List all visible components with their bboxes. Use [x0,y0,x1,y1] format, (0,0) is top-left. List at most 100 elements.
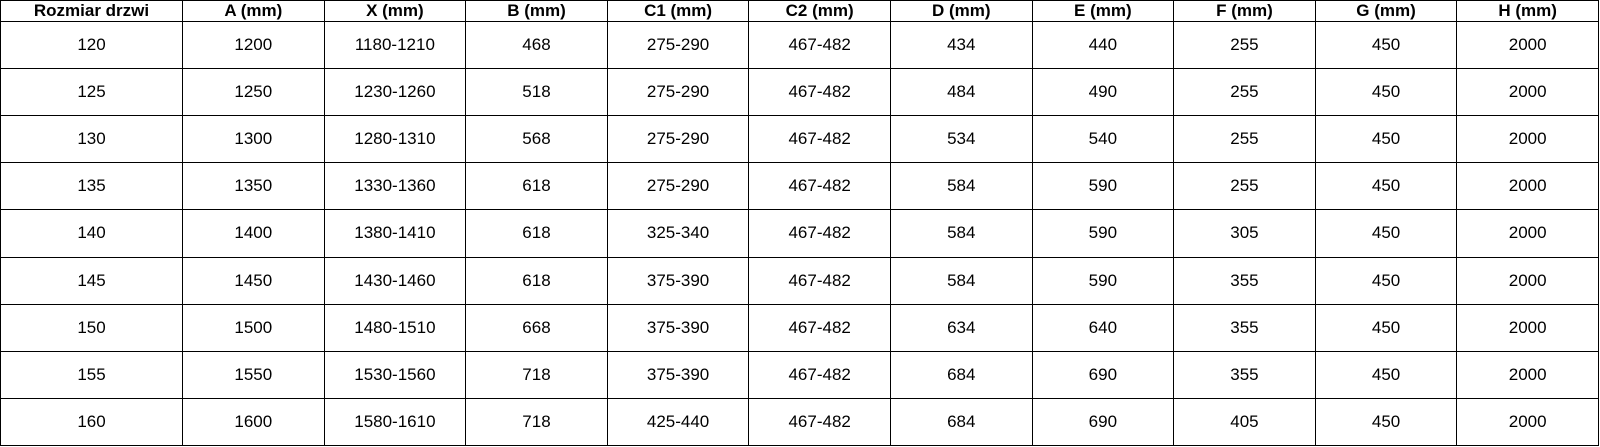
table-cell: 684 [889,350,1033,399]
table-cell: 325-340 [606,209,750,258]
table-cell: 405 [1173,397,1316,447]
table-cell: 355 [1173,256,1316,305]
table-cell: 125 [0,68,183,117]
table-body: 120 1200 1180-1210 468 275-290 467-482 434 440 2… [0,20,1599,447]
table-cell: 1250 [182,68,325,117]
table-cell: 1580-1610 [323,397,467,447]
table-cell: 490 [1031,68,1175,117]
table-cell: 375-390 [606,350,750,399]
table-cell: 255 [1173,115,1316,164]
table-cell: 2000 [1456,68,1599,117]
table-cell: 1350 [182,162,325,211]
table-cell: 135 [0,162,183,211]
column-header: H (mm) [1456,0,1599,22]
table-cell: 468 [465,20,608,70]
table-cell: 450 [1314,303,1458,352]
table-cell: 1480-1510 [323,303,467,352]
table-cell: 1430-1460 [323,256,467,305]
table-cell: 305 [1173,209,1316,258]
table-row: 135 1350 1330-1360 618 275-290 467-482 584 590 2… [0,162,1599,211]
column-header: X (mm) [323,0,467,22]
table-cell: 1400 [182,209,325,258]
table-cell: 467-482 [748,162,891,211]
table-cell: 634 [889,303,1033,352]
table-cell: 425-440 [606,397,750,447]
table-row: 160 1600 1580-1610 718 425-440 467-482 684 690 4… [0,397,1599,447]
table-cell: 684 [889,397,1033,447]
column-header: E (mm) [1031,0,1175,22]
table-row: 120 1200 1180-1210 468 275-290 467-482 434 440 2… [0,20,1599,70]
table-row: 145 1450 1430-1460 618 375-390 467-482 584 590 3… [0,256,1599,305]
table-cell: 450 [1314,68,1458,117]
table-cell: 584 [889,162,1033,211]
header-row: Rozmiar drzwi A (mm) X (mm) B (mm) C1 (mm) C2… [0,0,1599,22]
table-cell: 2000 [1456,350,1599,399]
table-cell: 275-290 [606,115,750,164]
column-header: Rozmiar drzwi [0,0,183,22]
table-cell: 590 [1031,162,1175,211]
table-cell: 450 [1314,209,1458,258]
table-cell: 618 [465,209,608,258]
table-cell: 1530-1560 [323,350,467,399]
table-cell: 160 [0,397,183,447]
table-cell: 1180-1210 [323,20,467,70]
table-cell: 1330-1360 [323,162,467,211]
table-cell: 120 [0,20,183,70]
table-cell: 467-482 [748,68,891,117]
table-cell: 1200 [182,20,325,70]
column-header: C2 (mm) [748,0,891,22]
table-cell: 540 [1031,115,1175,164]
table-cell: 484 [889,68,1033,117]
table-cell: 467-482 [748,209,891,258]
table-cell: 434 [889,20,1033,70]
table-cell: 275-290 [606,68,750,117]
table-cell: 467-482 [748,256,891,305]
table-cell: 718 [465,350,608,399]
table-cell: 534 [889,115,1033,164]
table-row: 125 1250 1230-1260 518 275-290 467-482 484 490 2… [0,68,1599,117]
table-cell: 355 [1173,350,1316,399]
table-cell: 590 [1031,256,1175,305]
table-cell: 1450 [182,256,325,305]
table-cell: 2000 [1456,20,1599,70]
table-cell: 450 [1314,397,1458,447]
column-header: D (mm) [889,0,1033,22]
table-cell: 1300 [182,115,325,164]
table-cell: 355 [1173,303,1316,352]
table-row: 130 1300 1280-1310 568 275-290 467-482 534 540 2… [0,115,1599,164]
table-cell: 1550 [182,350,325,399]
table-cell: 450 [1314,162,1458,211]
table-row: 150 1500 1480-1510 668 375-390 467-482 634 640 3… [0,303,1599,352]
table-cell: 450 [1314,20,1458,70]
table-cell: 2000 [1456,162,1599,211]
table-cell: 1500 [182,303,325,352]
table-cell: 518 [465,68,608,117]
table-cell: 450 [1314,256,1458,305]
column-header: G (mm) [1314,0,1458,22]
table-cell: 618 [465,256,608,305]
table-cell: 255 [1173,162,1316,211]
table-cell: 690 [1031,350,1175,399]
table-cell: 2000 [1456,303,1599,352]
table-cell: 467-482 [748,20,891,70]
table-cell: 2000 [1456,256,1599,305]
table-cell: 155 [0,350,183,399]
table-cell: 467-482 [748,397,891,447]
table-cell: 590 [1031,209,1175,258]
table-cell: 1380-1410 [323,209,467,258]
table-cell: 718 [465,397,608,447]
table-cell: 2000 [1456,209,1599,258]
table-cell: 450 [1314,115,1458,164]
table-cell: 668 [465,303,608,352]
table-cell: 467-482 [748,350,891,399]
table-row: 140 1400 1380-1410 618 325-340 467-482 584 590 3… [0,209,1599,258]
table-cell: 2000 [1456,397,1599,447]
table-cell: 1230-1260 [323,68,467,117]
table-cell: 1600 [182,397,325,447]
table-cell: 255 [1173,20,1316,70]
table-cell: 1280-1310 [323,115,467,164]
table-cell: 130 [0,115,183,164]
table-cell: 150 [0,303,183,352]
table-cell: 584 [889,256,1033,305]
